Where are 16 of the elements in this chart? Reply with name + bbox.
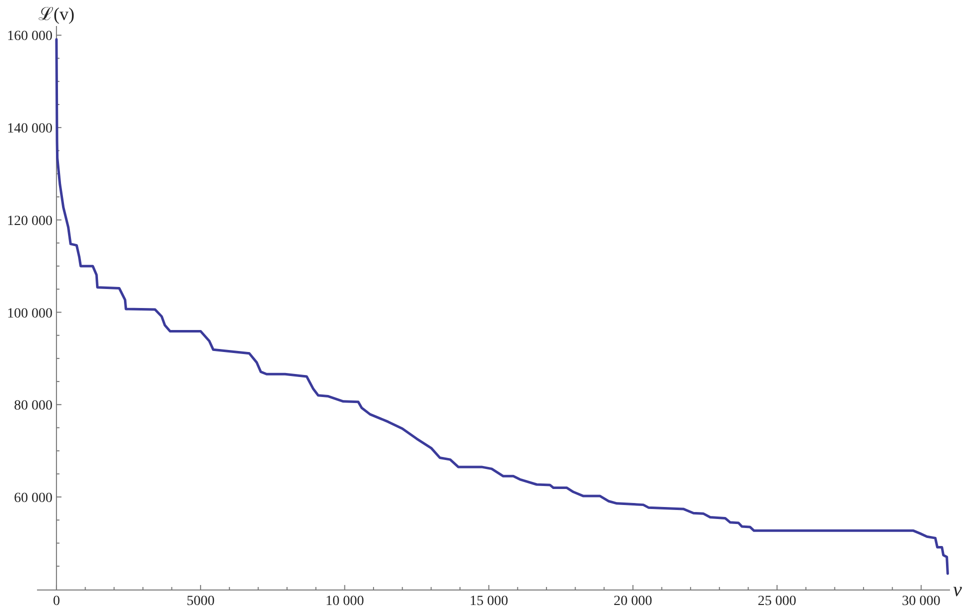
y-tick-label: 80 000 bbox=[14, 398, 52, 414]
line-series bbox=[55, 38, 949, 575]
x-tick-label: 15 000 bbox=[470, 594, 508, 609]
x-axis-title: v bbox=[953, 579, 962, 601]
y-tick-label: 100 000 bbox=[6, 306, 52, 322]
x-tick-label: 0 bbox=[52, 594, 60, 609]
y-axis-title: ℒ(v) bbox=[38, 4, 74, 24]
y-tick-label: 60 000 bbox=[14, 490, 52, 506]
x-tick-label: 10 000 bbox=[325, 594, 364, 609]
x-tick-label: 20 000 bbox=[614, 594, 652, 609]
x-tick-label: 25 000 bbox=[758, 594, 796, 609]
y-tick-label: 140 000 bbox=[6, 122, 52, 137]
x-tick-label: 30 000 bbox=[902, 594, 940, 609]
y-tick-label: 120 000 bbox=[6, 214, 52, 229]
x-tick-label: 5000 bbox=[186, 594, 215, 609]
y-tick-label: 160 000 bbox=[6, 29, 52, 44]
